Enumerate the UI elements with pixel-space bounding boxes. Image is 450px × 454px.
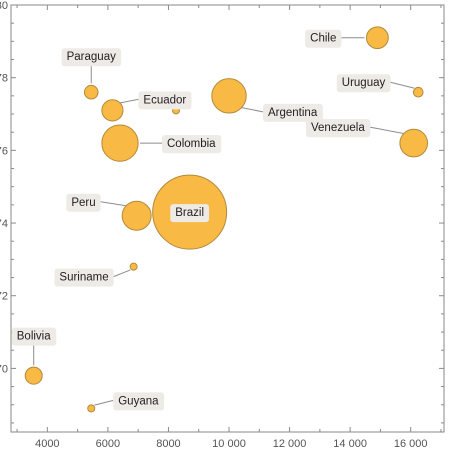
label-text: Brazil xyxy=(175,207,204,219)
bubble-chile xyxy=(366,26,389,50)
x-tick-label: 10 000 xyxy=(212,438,246,450)
bubble-venezuela xyxy=(399,128,429,158)
leader-guyana xyxy=(94,399,114,406)
x-tick-label: 6000 xyxy=(96,438,120,450)
label-text: Venezuela xyxy=(311,122,365,134)
bubble-uruguay xyxy=(412,86,424,98)
y-tick-label: 78 xyxy=(0,73,8,85)
x-tick-label: 4000 xyxy=(35,438,59,450)
label-text: Ecuador xyxy=(143,94,186,106)
x-tick-label: 8000 xyxy=(156,438,180,450)
bubble-argentina xyxy=(211,78,247,114)
label-ecuador: Ecuador xyxy=(138,91,192,110)
label-box xyxy=(306,119,371,138)
label-brazil: Brazil xyxy=(170,204,210,223)
leader-peru xyxy=(100,201,127,207)
label-text: Colombia xyxy=(167,138,216,150)
label-box xyxy=(11,327,57,346)
label-suriname: Suriname xyxy=(54,268,114,287)
bubble-peru xyxy=(121,200,152,231)
label-text: Argentina xyxy=(268,107,318,119)
y-tick-label: 70 xyxy=(0,363,8,375)
label-bolivia: Bolivia xyxy=(11,327,57,346)
label-chile: Chile xyxy=(305,29,342,48)
label-colombia: Colombia xyxy=(162,135,222,154)
label-box xyxy=(263,103,323,122)
label-text: Chile xyxy=(310,33,336,45)
leader-argentina xyxy=(240,106,264,113)
axis-ticks xyxy=(11,4,444,432)
bubble-colombia xyxy=(101,124,139,162)
label-box xyxy=(170,204,210,223)
x-tick-label: 12 000 xyxy=(273,438,307,450)
label-leaders xyxy=(33,37,415,406)
bubble-guyana xyxy=(87,404,96,413)
bubble-bolivia xyxy=(24,366,43,385)
label-box xyxy=(138,91,192,110)
leader-ecuador xyxy=(119,98,139,104)
y-tick-label: 72 xyxy=(0,291,8,303)
x-tick-label: 14 000 xyxy=(333,438,367,450)
label-peru: Peru xyxy=(66,193,101,212)
label-text: Suriname xyxy=(59,272,108,284)
bubble-labels: Chile Paraguay Uruguay Ecuador Argentina Colo… xyxy=(11,29,391,411)
plot-frame xyxy=(10,4,445,433)
label-box xyxy=(113,392,165,411)
leader-suriname xyxy=(113,269,131,278)
y-tick-label: 74 xyxy=(0,218,8,230)
label-box xyxy=(61,48,122,67)
x-tick-label: 16 000 xyxy=(394,438,428,450)
label-box xyxy=(336,74,391,93)
label-text: Uruguay xyxy=(342,77,386,89)
y-tick-label: 80 xyxy=(0,0,8,12)
label-box xyxy=(162,135,222,154)
axis-tick-labels: 4000 6000 8000 10 000 12 000 14 000 16 000 70 72… xyxy=(0,0,428,450)
label-text: Paraguay xyxy=(67,51,116,63)
bubble-suriname xyxy=(129,262,138,271)
leader-venezuela xyxy=(369,126,405,135)
label-venezuela: Venezuela xyxy=(306,119,371,138)
label-box xyxy=(305,29,342,48)
label-box xyxy=(54,268,114,287)
label-paraguay: Paraguay xyxy=(61,48,122,67)
label-text: Peru xyxy=(71,197,95,209)
label-text: Guyana xyxy=(118,395,159,407)
bubble-ecuador xyxy=(101,99,124,122)
label-argentina: Argentina xyxy=(263,103,323,122)
y-tick-label: 76 xyxy=(0,145,8,157)
leader-uruguay xyxy=(390,81,415,89)
label-uruguay: Uruguay xyxy=(336,74,391,93)
label-text: Bolivia xyxy=(17,331,51,343)
label-guyana: Guyana xyxy=(113,392,165,411)
bubble-paraguay xyxy=(83,84,99,100)
label-box xyxy=(66,193,101,212)
